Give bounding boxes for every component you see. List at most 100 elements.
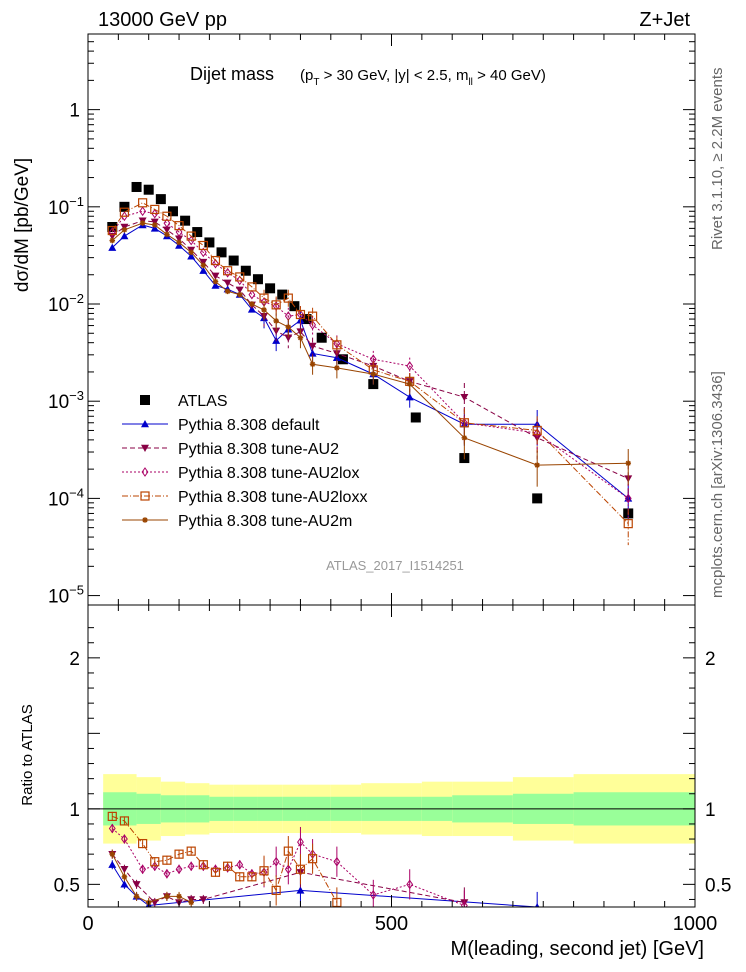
ratio-series-layer [107,811,540,907]
data-point [186,231,196,241]
watermark: ATLAS_2017_I1514251 [326,558,464,573]
chart-title-main: Dijet mass [190,64,274,84]
data-point [212,258,219,269]
ratio-point [460,900,468,907]
data-point [271,300,281,310]
data-point [131,181,142,192]
legend-label: Pythia 8.308 tune-AU2 [178,441,339,458]
x-tick-label: 500 [375,913,408,935]
ratio-y-tick-label-right: 1 [705,800,716,821]
data-point [150,204,160,215]
data-point [119,207,130,217]
data-point [139,206,147,217]
ratio-point [406,879,414,890]
data-point [249,301,255,307]
ratio-point [236,859,244,870]
data-point [120,232,129,240]
top-y-tick-label: 10−1 [48,194,84,219]
ratio-point [295,864,306,874]
data-point [623,519,633,529]
data-point [216,247,227,258]
ratio-point [119,816,130,826]
ratio-point [235,872,245,882]
legend-marker [140,395,150,405]
ratio-point [132,881,141,889]
data-point [308,342,317,350]
ratio-point [108,823,116,834]
ratio-y-tick-label: 0.5 [54,875,80,896]
ratio-point [133,893,140,900]
legend-label: Pythia 8.308 default [178,417,320,434]
top-y-tick-label: 10−3 [48,388,84,413]
ratio-point [332,897,342,907]
ratio-point [107,811,117,822]
top-ylabel: dσ/dM [pb/GeV] [12,158,33,292]
data-point [107,225,117,236]
data-point [175,227,183,237]
ratio-point [223,861,233,871]
data-point [199,266,208,274]
x-axis-label: M(leading, second jet) [GeV] [451,938,704,960]
data-point [187,235,195,246]
data-point [461,435,468,441]
data-point [316,332,327,343]
ratio-y-tick-label-right: 2 [705,649,716,670]
data-point [247,305,256,313]
data-point [307,311,318,321]
legend-marker [141,444,149,452]
data-point [533,434,542,442]
data-point [143,184,154,195]
top-series-layer [107,181,634,546]
data-point [176,239,182,246]
data-point [167,206,178,217]
data-point [210,255,221,266]
data-point [163,218,171,228]
legend: ATLAS Pythia 8.308 default Pythia 8.308 tu… [122,393,367,530]
ratio-point [224,862,232,873]
data-point [119,201,130,212]
ratio-point [333,856,341,867]
series-line [111,220,629,480]
ratio-point [198,860,208,870]
ratio-point [534,903,540,907]
data-point [211,281,220,289]
ratio-y-tick-label-right: 0.5 [705,875,731,896]
legend-label: Pythia 8.308 tune-AU2loxx [178,489,367,506]
ratio-point [120,880,129,888]
ratio-point [174,849,184,859]
data-point [337,354,348,365]
data-point [108,243,117,251]
ratio-line [111,853,465,904]
data-point [332,340,342,350]
top-y-tick-label: 10−5 [48,583,84,608]
data-point [332,350,341,358]
data-point [235,286,244,294]
data-point [252,274,263,285]
data-point [370,371,377,377]
data-point [151,208,159,219]
data-point [405,393,414,401]
data-point [308,349,317,357]
top-y-tick-label: 10−2 [48,291,84,316]
legend-marker [142,517,148,523]
ratio-axes: 0.5 0.5 1 1 2 2 0 500 1000 [54,605,731,935]
ratio-point [109,851,116,857]
data-point [534,462,540,468]
data-point [406,361,414,371]
ratio-point [121,834,128,844]
ratio-panel-frame [87,604,696,908]
series-line [111,202,629,524]
data-point [199,247,207,258]
x-tick-label: 0 [82,913,93,935]
mcplots-label: mcplots.cern.ch [arXiv:1306.3436] [709,371,726,598]
data-point [188,249,194,256]
data-point [223,266,233,276]
data-point [164,231,170,238]
top-y-tick-label: 10−4 [48,485,84,510]
ratio-point [369,890,377,900]
ratio-point [272,856,280,867]
data-point [192,227,203,238]
ratio-bands [88,774,695,844]
data-point [228,255,239,266]
